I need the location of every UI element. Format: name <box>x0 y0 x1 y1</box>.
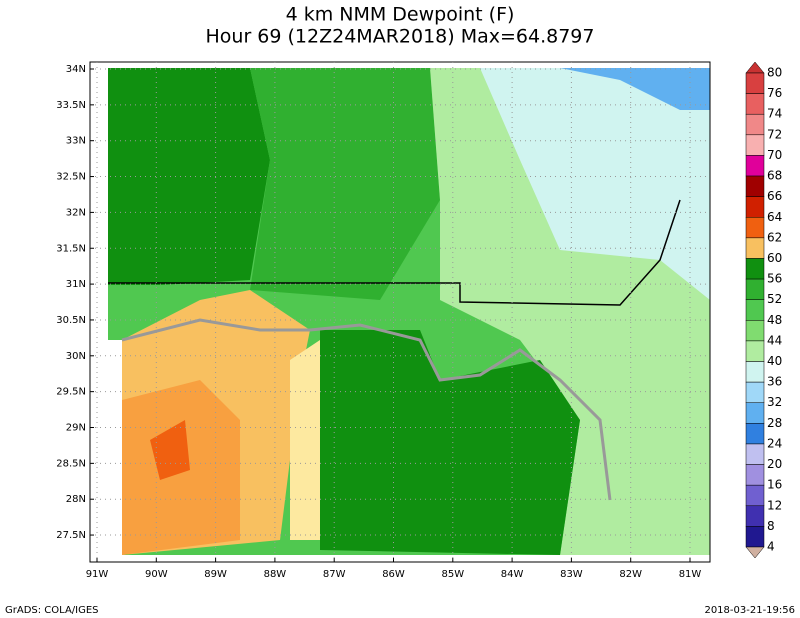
lat-label: 27.5N <box>56 530 86 541</box>
colorbar-label: 40 <box>767 354 782 368</box>
colorbar-label: 16 <box>767 478 782 492</box>
lat-label: 28N <box>66 494 86 505</box>
title: 4 km NMM Dewpoint (F) <box>286 4 515 26</box>
colorbar-box <box>745 381 765 403</box>
colorbar-top-arrow <box>745 61 765 74</box>
field-blue <box>560 68 710 110</box>
field-green <box>250 68 440 300</box>
field-orange-dark <box>150 420 190 480</box>
colorbar-box <box>745 320 765 342</box>
lat-label: 29.5N <box>56 387 86 398</box>
colorbar-label: 32 <box>767 395 782 409</box>
colorbar-label: 36 <box>767 375 782 389</box>
lat-label: 30N <box>66 351 86 362</box>
colorbar-label: 56 <box>767 272 782 286</box>
field-pale <box>480 68 710 300</box>
colorbar-label: 4 <box>767 540 775 554</box>
colorbar-label: 52 <box>767 292 782 306</box>
colorbar-box <box>745 526 765 548</box>
colorbar-box <box>745 217 765 239</box>
lon-label: 88W <box>264 569 287 580</box>
lat-label: 30.5N <box>56 315 86 326</box>
lon-label: 91W <box>86 569 109 580</box>
lat-label: 31.5N <box>56 243 86 254</box>
coastline <box>121 318 612 501</box>
colorbar-label: 60 <box>767 251 782 265</box>
colorbar-label: 8 <box>767 519 775 533</box>
colorbar-label: 48 <box>767 313 782 327</box>
colorbar-box <box>745 299 765 321</box>
field-yellow <box>290 340 320 540</box>
footer-right: 2018-03-21-19:56 <box>704 605 795 616</box>
lon-label: 89W <box>204 569 227 580</box>
lat-label: 32.5N <box>56 172 86 183</box>
colorbar-box <box>745 196 765 218</box>
lon-label: 87W <box>323 569 346 580</box>
colorbar-label: 64 <box>767 210 782 224</box>
colorbar-box <box>745 505 765 527</box>
colorbar-label: 76 <box>767 86 782 100</box>
lat-label: 32N <box>66 207 86 218</box>
colorbar-box <box>745 258 765 280</box>
colorbar-box <box>745 484 765 507</box>
colorbar-box <box>745 278 765 300</box>
lon-label: 81W <box>679 569 702 580</box>
colorbar-bottom-arrow <box>745 546 765 559</box>
lat-label: 31N <box>66 279 86 290</box>
colorbar-box <box>745 155 765 177</box>
colorbar-box <box>745 175 765 197</box>
colorbar-label: 20 <box>767 457 782 471</box>
colorbar-label: 28 <box>767 416 782 430</box>
colorbar-box <box>745 361 765 383</box>
colorbar-label: 80 <box>767 66 782 80</box>
colorbar-label: 70 <box>767 148 782 162</box>
colorbar-box <box>745 443 765 465</box>
lat-label: 33N <box>66 136 86 147</box>
colorbar-box <box>745 134 765 156</box>
colorbar-label: 12 <box>767 498 782 512</box>
colorbar-box <box>745 402 765 424</box>
colorbar-box <box>745 72 765 94</box>
colorbar-label: 68 <box>767 169 782 183</box>
lon-label: 90W <box>145 569 168 580</box>
lat-label: 28.5N <box>56 458 86 469</box>
lon-label: 84W <box>501 569 524 580</box>
colorbar-label: 72 <box>767 127 782 141</box>
colorbar-box <box>745 340 765 362</box>
lon-label: 83W <box>560 569 583 580</box>
field-dark-green <box>108 68 270 285</box>
lon-label: 82W <box>619 569 642 580</box>
colorbar-box <box>745 423 765 445</box>
dewpoint-field <box>89 61 711 563</box>
lat-label: 33.5N <box>56 100 86 111</box>
colorbar-label: 24 <box>767 436 782 450</box>
footer-left: GrADS: COLA/IGES <box>5 605 99 616</box>
state-border <box>108 199 681 306</box>
colorbar-box <box>745 93 765 115</box>
colorbar-label: 62 <box>767 230 782 244</box>
colorbar-label: 66 <box>767 189 782 203</box>
colorbar-label: 44 <box>767 333 782 347</box>
colorbar-label: 74 <box>767 107 782 121</box>
map-frame <box>89 61 711 563</box>
colorbar-box <box>745 113 765 136</box>
lat-label: 34N <box>66 64 86 75</box>
colorbar-box <box>745 464 765 486</box>
colorbar-box <box>745 237 765 259</box>
subtitle: Hour 69 (12Z24MAR2018) Max=64.8797 <box>206 26 595 48</box>
lon-label: 86W <box>382 569 405 580</box>
lon-label: 85W <box>441 569 464 580</box>
lat-label: 29N <box>66 423 86 434</box>
